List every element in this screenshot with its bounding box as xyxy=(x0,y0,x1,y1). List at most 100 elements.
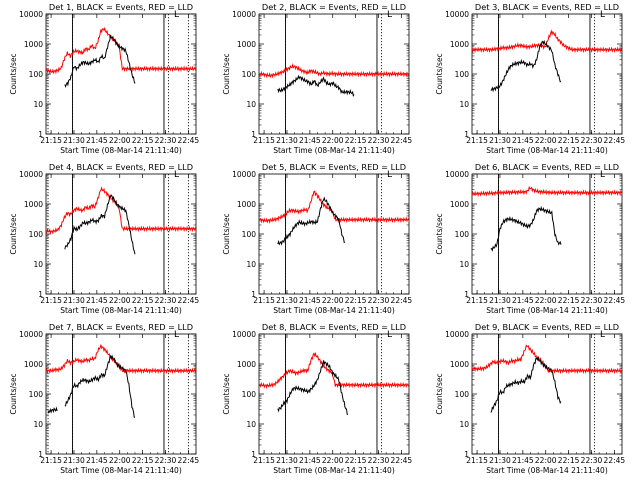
y-axis-label: Counts/sec xyxy=(9,373,18,414)
x-tick-label: 21:30 xyxy=(63,296,85,305)
y-tick-label: 1 xyxy=(251,450,256,459)
plot-frame xyxy=(258,173,410,295)
chart-title: Det 6, BLACK = Events, RED = LLD xyxy=(475,162,619,172)
y-tick-label: 1000 xyxy=(450,40,469,49)
y-tick-label: 1 xyxy=(464,130,469,139)
legend-mark: L xyxy=(174,170,179,180)
detector-panel-5: Det 5, BLACK = Events, RED = LLD L 1 10 100 1… xyxy=(213,160,426,320)
legend-mark: L xyxy=(387,10,392,20)
chart-title: Det 5, BLACK = Events, RED = LLD xyxy=(262,162,406,172)
x-tick-label: 22:30 xyxy=(581,136,603,145)
x-tick-label: 22:15 xyxy=(345,136,367,145)
event-rate-line xyxy=(277,360,349,415)
x-tick-label: 22:45 xyxy=(604,296,626,305)
x-axis-label: Start Time (08-Mar-14 21:11:40) xyxy=(273,306,395,315)
x-tick-label: 22:30 xyxy=(368,456,390,465)
x-tick-label: 21:30 xyxy=(63,456,85,465)
y-tick-label: 100 xyxy=(29,70,44,79)
chart-title: Det 7, BLACK = Events, RED = LLD xyxy=(49,322,193,332)
x-tick-label: 22:00 xyxy=(109,136,131,145)
y-tick-label: 10000 xyxy=(445,170,469,179)
x-axis-label: Start Time (08-Mar-14 21:11:40) xyxy=(60,306,182,315)
x-tick-label: 21:45 xyxy=(299,456,321,465)
y-tick-label: 10 xyxy=(246,420,256,429)
x-tick-label: 22:45 xyxy=(178,296,200,305)
y-tick-label: 10000 xyxy=(232,330,256,339)
y-tick-label: 10 xyxy=(246,100,256,109)
x-axis-label: Start Time (08-Mar-14 21:11:40) xyxy=(60,466,182,475)
x-tick-label: 22:15 xyxy=(345,296,367,305)
x-tick-label: 22:30 xyxy=(581,296,603,305)
y-tick-label: 100 xyxy=(242,70,257,79)
event-rate-line xyxy=(277,196,346,246)
x-tick-label: 21:15 xyxy=(40,136,62,145)
y-tick-label: 1000 xyxy=(24,40,43,49)
legend-mark: L xyxy=(387,330,392,340)
x-tick-label: 21:30 xyxy=(276,136,298,145)
detector-panel-6: Det 6, BLACK = Events, RED = LLD L 1 10 100 1… xyxy=(426,160,639,320)
y-axis-label: Counts/sec xyxy=(9,53,18,94)
plot-frame xyxy=(45,173,197,295)
x-tick-label: 22:45 xyxy=(391,136,413,145)
x-axis-label: Start Time (08-Mar-14 21:11:40) xyxy=(273,146,395,155)
x-tick-label: 21:45 xyxy=(86,296,108,305)
x-axis-label: Start Time (08-Mar-14 21:11:40) xyxy=(273,466,395,475)
chart-title: Det 9, BLACK = Events, RED = LLD xyxy=(475,322,619,332)
x-tick-label: 22:45 xyxy=(391,296,413,305)
x-tick-label: 21:15 xyxy=(40,296,62,305)
y-tick-label: 10000 xyxy=(19,170,43,179)
x-tick-label: 21:45 xyxy=(512,136,534,145)
x-tick-label: 22:45 xyxy=(178,136,200,145)
y-tick-label: 100 xyxy=(29,390,44,399)
x-tick-label: 21:15 xyxy=(253,136,275,145)
x-tick-label: 21:30 xyxy=(63,136,85,145)
x-tick-label: 22:45 xyxy=(604,456,626,465)
event-rate-line xyxy=(47,406,58,414)
y-tick-label: 10000 xyxy=(232,10,256,19)
x-axis-label: Start Time (08-Mar-14 21:11:40) xyxy=(486,466,608,475)
lld-rate-line xyxy=(259,190,409,224)
x-tick-label: 22:15 xyxy=(558,296,580,305)
y-tick-label: 10 xyxy=(246,260,256,269)
x-tick-label: 22:45 xyxy=(604,136,626,145)
detector-panel-9: Det 9, BLACK = Events, RED = LLD L 1 10 100 1… xyxy=(426,320,639,480)
chart-title: Det 2, BLACK = Events, RED = LLD xyxy=(262,2,406,12)
lld-rate-line xyxy=(259,351,409,390)
x-tick-label: 21:45 xyxy=(299,296,321,305)
y-axis-label: Counts/sec xyxy=(435,213,444,254)
x-tick-label: 21:30 xyxy=(489,136,511,145)
x-axis-label: Start Time (08-Mar-14 21:11:40) xyxy=(486,146,608,155)
x-tick-label: 22:30 xyxy=(155,456,177,465)
x-tick-label: 22:00 xyxy=(322,136,344,145)
y-tick-label: 10 xyxy=(459,420,469,429)
y-tick-label: 10 xyxy=(459,100,469,109)
x-tick-label: 21:45 xyxy=(86,456,108,465)
lld-rate-line xyxy=(46,26,196,75)
y-tick-label: 10 xyxy=(33,420,43,429)
y-tick-label: 10000 xyxy=(232,170,256,179)
event-rate-line xyxy=(64,194,136,255)
x-tick-label: 21:15 xyxy=(466,456,488,465)
x-tick-label: 22:00 xyxy=(535,136,557,145)
detector-panel-3: Det 3, BLACK = Events, RED = LLD L 1 10 100 1… xyxy=(426,0,639,160)
y-tick-label: 10 xyxy=(33,260,43,269)
y-tick-label: 10 xyxy=(459,260,469,269)
chart-title: Det 4, BLACK = Events, RED = LLD xyxy=(49,162,193,172)
y-tick-label: 1 xyxy=(251,290,256,299)
x-tick-label: 21:45 xyxy=(512,456,534,465)
y-axis-label: Counts/sec xyxy=(9,213,18,254)
y-tick-label: 100 xyxy=(242,390,257,399)
y-tick-label: 100 xyxy=(242,230,257,239)
event-rate-line xyxy=(490,39,562,93)
x-tick-label: 22:00 xyxy=(322,456,344,465)
y-axis-label: Counts/sec xyxy=(222,373,231,414)
y-tick-label: 1 xyxy=(38,130,43,139)
x-tick-label: 21:15 xyxy=(253,296,275,305)
y-tick-label: 1 xyxy=(464,450,469,459)
plot-frame xyxy=(45,13,197,135)
y-tick-label: 10000 xyxy=(445,10,469,19)
x-tick-label: 21:45 xyxy=(86,136,108,145)
legend-mark: L xyxy=(387,170,392,180)
